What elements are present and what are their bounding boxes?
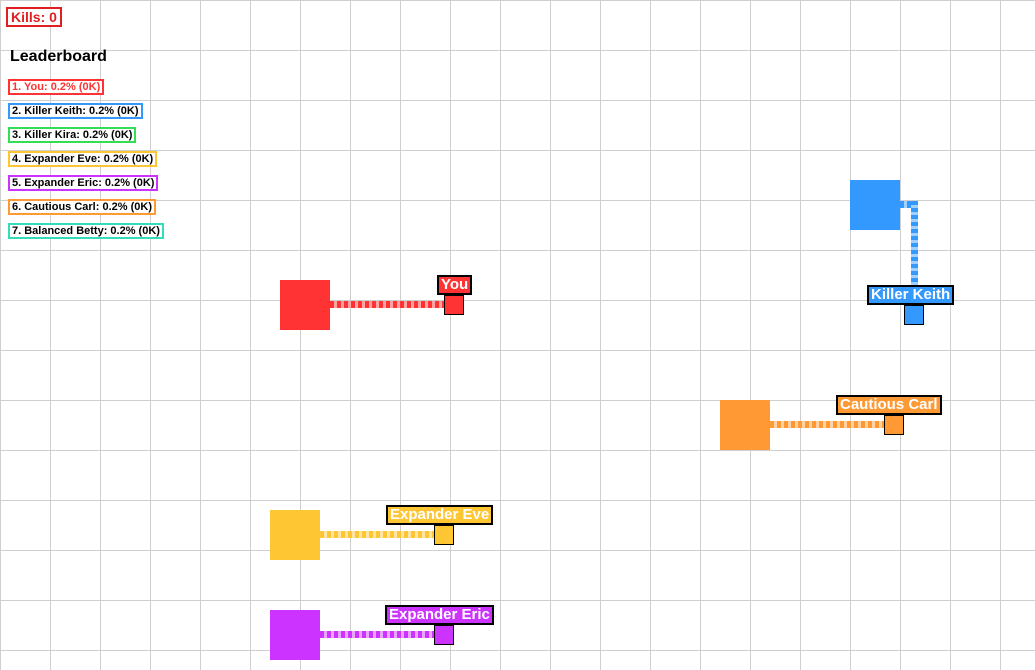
player-trail: [770, 421, 884, 428]
player-head: [434, 525, 454, 545]
player-trail: [320, 531, 434, 538]
player-territory: [270, 610, 320, 660]
player-territory: [280, 280, 330, 330]
player-head: [904, 305, 924, 325]
player-name-tag: You: [437, 275, 473, 295]
player-name-tag: Killer Keith: [867, 285, 955, 305]
kills-counter: Kills: 0: [6, 7, 62, 27]
leaderboard-entry: 1. You: 0.2% (0K): [8, 79, 105, 95]
player-name-tag: Cautious Carl: [836, 395, 942, 415]
player-head: [434, 625, 454, 645]
leaderboard-entry: 5. Expander Eric: 0.2% (0K): [8, 175, 159, 191]
player-territory: [270, 510, 320, 560]
player-trail: [320, 631, 434, 638]
player-trail: [900, 201, 918, 208]
player-name-tag: Expander Eve: [386, 505, 494, 525]
player-territory: [850, 180, 900, 230]
player-territory: [720, 400, 770, 450]
leaderboard: 1. You: 0.2% (0K) 2. Killer Keith: 0.2% …: [8, 79, 164, 247]
leaderboard-entry: 7. Balanced Betty: 0.2% (0K): [8, 223, 164, 239]
leaderboard-entry: 2. Killer Keith: 0.2% (0K): [8, 103, 143, 119]
leaderboard-entry: 6. Cautious Carl: 0.2% (0K): [8, 199, 156, 215]
leaderboard-entry: 3. Killer Kira: 0.2% (0K): [8, 127, 137, 143]
leaderboard-title: Leaderboard: [10, 48, 107, 65]
player-trail: [911, 201, 918, 305]
player-head: [444, 295, 464, 315]
player-trail: [330, 301, 444, 308]
leaderboard-entry: 4. Expander Eve: 0.2% (0K): [8, 151, 158, 167]
player-head: [884, 415, 904, 435]
player-name-tag: Expander Eric: [385, 605, 494, 625]
